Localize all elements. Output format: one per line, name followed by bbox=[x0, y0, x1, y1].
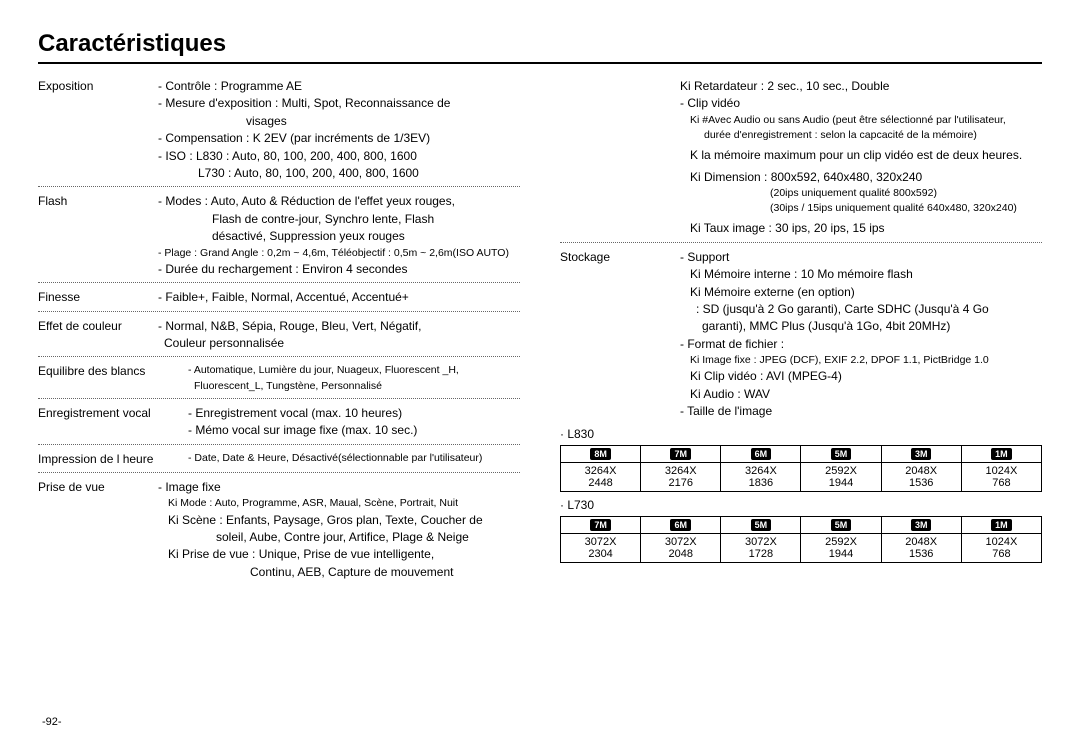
size-icon: 1M bbox=[991, 448, 1012, 460]
divider bbox=[38, 398, 520, 399]
value-exposition: - Contrôle : Programme AE - Mesure d'exp… bbox=[158, 78, 520, 182]
right-column: Ki Retardateur : 2 sec., 10 sec., Double… bbox=[560, 78, 1042, 585]
spec-impression: Impression de l heure - Date, Date & Heu… bbox=[38, 451, 520, 468]
size-icon: 5M bbox=[751, 519, 772, 531]
value-prise: - Image fixe Ki Mode : Auto, Programme, … bbox=[158, 479, 520, 581]
left-column: Exposition - Contrôle : Programme AE - M… bbox=[38, 78, 520, 585]
value-effet: - Normal, N&B, Sépia, Rouge, Bleu, Vert,… bbox=[158, 318, 520, 353]
label-flash: Flash bbox=[38, 193, 158, 210]
top-continuation: Ki Retardateur : 2 sec., 10 sec., Double… bbox=[560, 78, 1042, 238]
size-icon: 1M bbox=[991, 519, 1012, 531]
value-top: Ki Retardateur : 2 sec., 10 sec., Double… bbox=[680, 78, 1042, 238]
label-finesse: Finesse bbox=[38, 289, 158, 306]
table-header-row: 8M 7M 6M 5M 3M 1M bbox=[561, 445, 1042, 462]
divider bbox=[38, 444, 520, 445]
spec-equilibre: Equilibre des blancs - Automatique, Lumi… bbox=[38, 363, 520, 393]
table-l830: 8M 7M 6M 5M 3M 1M 3264X2448 3264X2176 32… bbox=[560, 445, 1042, 492]
table-row: 3264X2448 3264X2176 3264X1836 2592X1944 … bbox=[561, 462, 1042, 491]
divider bbox=[38, 356, 520, 357]
size-icon: 5M bbox=[831, 448, 852, 460]
size-icon: 7M bbox=[590, 519, 611, 531]
table-row: 3072X2304 3072X2048 3072X1728 2592X1944 … bbox=[561, 533, 1042, 562]
size-icon: 3M bbox=[911, 448, 932, 460]
table-l730: 7M 6M 5M 5M 3M 1M 3072X2304 3072X2048 30… bbox=[560, 516, 1042, 563]
table-caption-l830: · L830 bbox=[560, 427, 1042, 441]
size-icon: 7M bbox=[670, 448, 691, 460]
value-impression: - Date, Date & Heure, Désactivé(sélectio… bbox=[188, 451, 520, 466]
value-equilibre: - Automatique, Lumière du jour, Nuageux,… bbox=[188, 363, 520, 393]
divider bbox=[38, 282, 520, 283]
spec-finesse: Finesse - Faible+, Faible, Normal, Accen… bbox=[38, 289, 520, 306]
value-finesse: - Faible+, Faible, Normal, Accentué, Acc… bbox=[158, 289, 520, 306]
page-title: Caractéristiques bbox=[38, 30, 1042, 64]
spec-stockage: Stockage - Support Ki Mémoire interne : … bbox=[560, 249, 1042, 421]
divider bbox=[38, 186, 520, 187]
size-icon: 6M bbox=[670, 519, 691, 531]
size-icon: 3M bbox=[911, 519, 932, 531]
divider bbox=[38, 311, 520, 312]
content-columns: Exposition - Contrôle : Programme AE - M… bbox=[38, 78, 1042, 585]
table-header-row: 7M 6M 5M 5M 3M 1M bbox=[561, 516, 1042, 533]
spec-effet: Effet de couleur - Normal, N&B, Sépia, R… bbox=[38, 318, 520, 353]
value-flash: - Modes : Auto, Auto & Réduction de l'ef… bbox=[158, 193, 520, 278]
size-icon: 5M bbox=[831, 519, 852, 531]
label-exposition: Exposition bbox=[38, 78, 158, 95]
divider bbox=[38, 472, 520, 473]
spec-exposition: Exposition - Contrôle : Programme AE - M… bbox=[38, 78, 520, 182]
label-stockage: Stockage bbox=[560, 249, 680, 266]
label-prise: Prise de vue bbox=[38, 479, 158, 496]
label-equilibre: Equilibre des blancs bbox=[38, 363, 188, 380]
label-enreg: Enregistrement vocal bbox=[38, 405, 188, 422]
size-icon: 6M bbox=[751, 448, 772, 460]
table-caption-l730: · L730 bbox=[560, 498, 1042, 512]
page-number: -92- bbox=[42, 716, 62, 728]
label-impression: Impression de l heure bbox=[38, 451, 188, 468]
label-effet: Effet de couleur bbox=[38, 318, 158, 335]
value-enreg: - Enregistrement vocal (max. 10 heures) … bbox=[188, 405, 520, 440]
spec-flash: Flash - Modes : Auto, Auto & Réduction d… bbox=[38, 193, 520, 278]
spec-enreg: Enregistrement vocal - Enregistrement vo… bbox=[38, 405, 520, 440]
size-icon: 8M bbox=[590, 448, 611, 460]
divider bbox=[560, 242, 1042, 243]
value-stockage: - Support Ki Mémoire interne : 10 Mo mém… bbox=[680, 249, 1042, 421]
spec-prise: Prise de vue - Image fixe Ki Mode : Auto… bbox=[38, 479, 520, 581]
